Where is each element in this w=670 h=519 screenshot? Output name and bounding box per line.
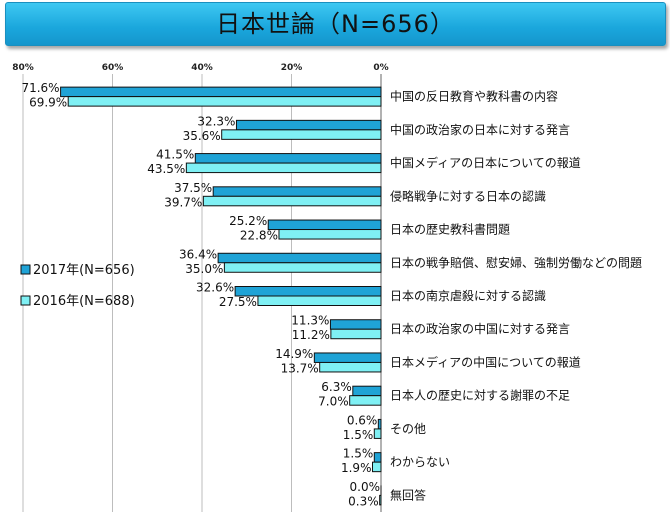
data-label-2017: 41.5% <box>156 148 194 162</box>
data-label-2016: 39.7% <box>164 195 202 209</box>
data-label-2017: 14.9% <box>275 347 313 361</box>
data-label-2017: 37.5% <box>174 181 212 195</box>
category-label: 日本の戦争賠償、慰安婦、強制労働などの問題 <box>390 255 642 270</box>
category-label: 無回答 <box>390 487 426 502</box>
data-label-2016: 1.5% <box>343 428 374 442</box>
bar-2016 <box>221 129 382 140</box>
category-label: 日本メディアの中国についての報道 <box>390 354 581 369</box>
category-label: 中国の反日教育や教科書の内容 <box>390 89 558 104</box>
data-label-2016: 27.5% <box>219 295 257 309</box>
data-label-2017: 36.4% <box>179 247 217 261</box>
data-label-2017: 11.3% <box>291 314 329 328</box>
bar-2017 <box>217 252 382 264</box>
data-label-2017: 0.0% <box>350 480 381 494</box>
chart-title: 日本世論（N=656） <box>216 10 455 38</box>
data-label-2016: 69.9% <box>29 96 67 110</box>
x-tick-label: 0% <box>373 63 388 73</box>
bar-2017 <box>60 86 382 98</box>
bar-2017 <box>377 418 382 430</box>
category-label: わからない <box>390 455 450 469</box>
legend-label: 2017年(N=656) <box>33 263 135 278</box>
data-label-2016: 1.9% <box>341 461 372 475</box>
x-tick-label: 60% <box>102 63 124 73</box>
data-label-2016: 11.2% <box>292 328 330 342</box>
bar-2017 <box>194 153 382 164</box>
category-label: 日本人の歴史に対する謝罪の不足 <box>390 388 570 403</box>
data-label-2016: 13.7% <box>281 361 319 375</box>
title-banner: 日本世論（N=656） <box>5 2 666 46</box>
bar-2017 <box>313 352 382 363</box>
category-label: 侵略戦争に対する日本の認識 <box>390 188 546 203</box>
bar-2016 <box>373 428 382 439</box>
data-label-2017: 0.6% <box>347 413 378 427</box>
bar-2017 <box>352 385 382 397</box>
category-label: 日本の政治家の中国に対する発言 <box>390 321 570 336</box>
bar-2016 <box>379 494 382 506</box>
data-label-2016: 43.5% <box>147 162 185 176</box>
category-label: 中国メディアの日本についての報道 <box>390 155 581 170</box>
category-label: 日本の南京虐殺に対する認識 <box>390 288 546 303</box>
x-tick-label: 80% <box>12 63 34 73</box>
category-label: 中国の政治家の日本に対する発言 <box>390 122 570 137</box>
bar-2016 <box>223 262 382 273</box>
legend-swatch <box>20 295 31 306</box>
bar-2017 <box>234 286 382 297</box>
bar-2016 <box>330 328 382 340</box>
bar-2016 <box>278 229 382 240</box>
bar-2016 <box>67 96 382 107</box>
data-label-2017: 25.2% <box>229 214 267 228</box>
data-label-2016: 35.6% <box>183 129 221 143</box>
data-label-2016: 35.0% <box>185 262 223 276</box>
data-label-2017: 71.6% <box>21 81 59 95</box>
legend-swatch <box>20 264 31 275</box>
data-label-2016: 7.0% <box>318 395 349 409</box>
data-label-2017: 32.6% <box>196 281 234 295</box>
bar-2016 <box>202 195 382 207</box>
x-tick-label: 40% <box>191 63 213 73</box>
category-label: その他 <box>390 422 426 436</box>
data-label-2017: 6.3% <box>321 380 352 394</box>
bar-2017 <box>267 219 382 231</box>
data-label-2017: 32.3% <box>197 114 235 128</box>
bar-2016 <box>371 461 382 473</box>
data-label-2017: 1.5% <box>343 447 374 461</box>
bar-2016 <box>349 395 382 406</box>
data-label-2016: 0.3% <box>348 494 379 508</box>
bar-2016 <box>257 295 382 306</box>
bar-2017 <box>373 452 382 463</box>
bar-2016 <box>319 361 382 373</box>
data-label-2016: 22.8% <box>240 229 278 243</box>
bar-2017 <box>235 119 382 131</box>
category-label: 日本の歴史教科書問題 <box>390 222 510 237</box>
bar-2016 <box>185 162 382 174</box>
bar-2017 <box>212 186 382 197</box>
bar-2017 <box>329 319 382 330</box>
x-tick-label: 20% <box>281 63 303 73</box>
legend-label: 2016年(N=688) <box>33 294 135 309</box>
